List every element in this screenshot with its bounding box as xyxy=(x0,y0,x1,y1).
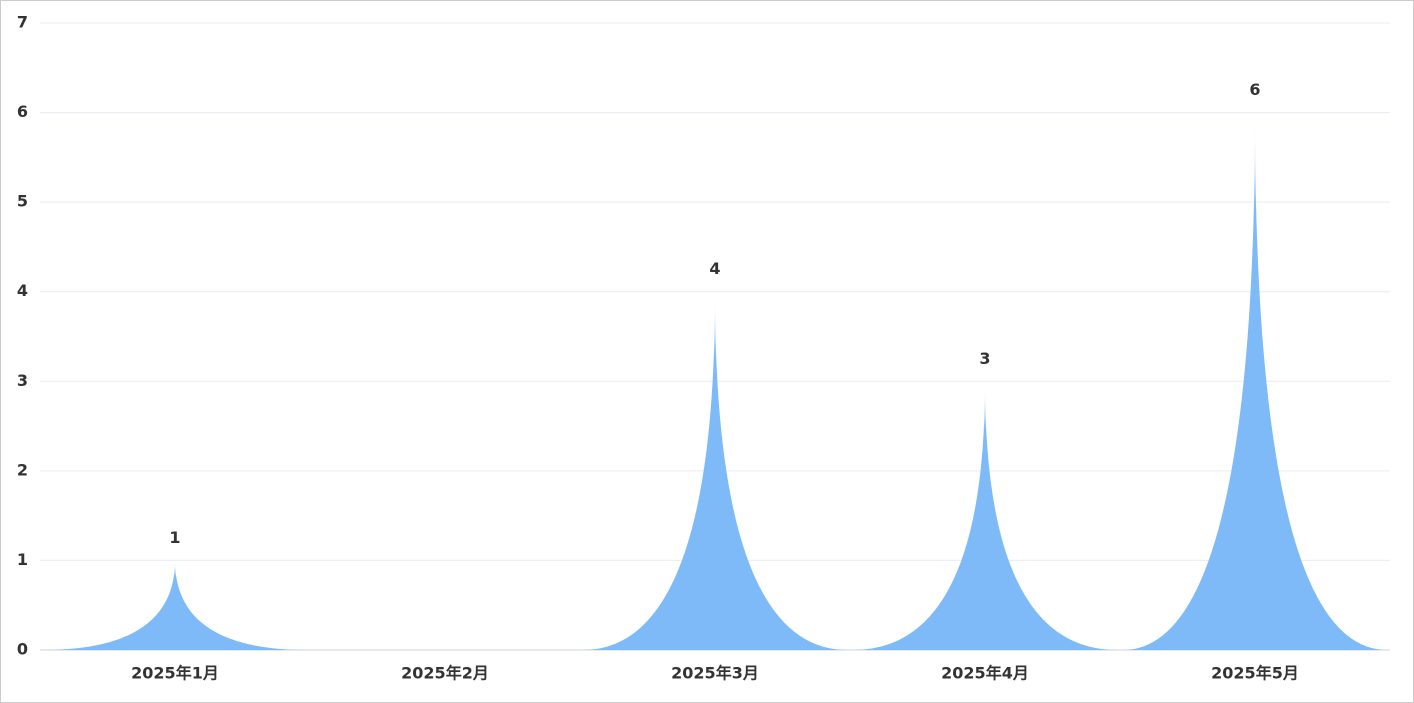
y-tick-label: 2 xyxy=(17,460,28,479)
spike xyxy=(1122,112,1388,651)
data-label: 6 xyxy=(1249,80,1260,99)
spike xyxy=(582,291,848,650)
y-tick-label: 3 xyxy=(17,371,28,390)
y-tick-label: 0 xyxy=(17,640,28,659)
data-label: 4 xyxy=(709,259,720,278)
x-tick-label: 2025年3月 xyxy=(671,664,759,683)
x-tick-label: 2025年4月 xyxy=(941,664,1029,683)
x-tick-label: 2025年1月 xyxy=(131,664,219,683)
x-tick-label: 2025年5月 xyxy=(1211,664,1299,683)
data-label: 1 xyxy=(169,528,180,547)
y-tick-label: 7 xyxy=(17,13,28,32)
spike xyxy=(852,381,1118,650)
spike xyxy=(42,560,308,650)
y-tick-label: 4 xyxy=(17,281,28,300)
x-tick-label: 2025年2月 xyxy=(401,664,489,683)
y-tick-label: 6 xyxy=(17,102,28,121)
y-tick-label: 1 xyxy=(17,550,28,569)
data-label: 3 xyxy=(979,349,990,368)
y-tick-label: 5 xyxy=(17,192,28,211)
